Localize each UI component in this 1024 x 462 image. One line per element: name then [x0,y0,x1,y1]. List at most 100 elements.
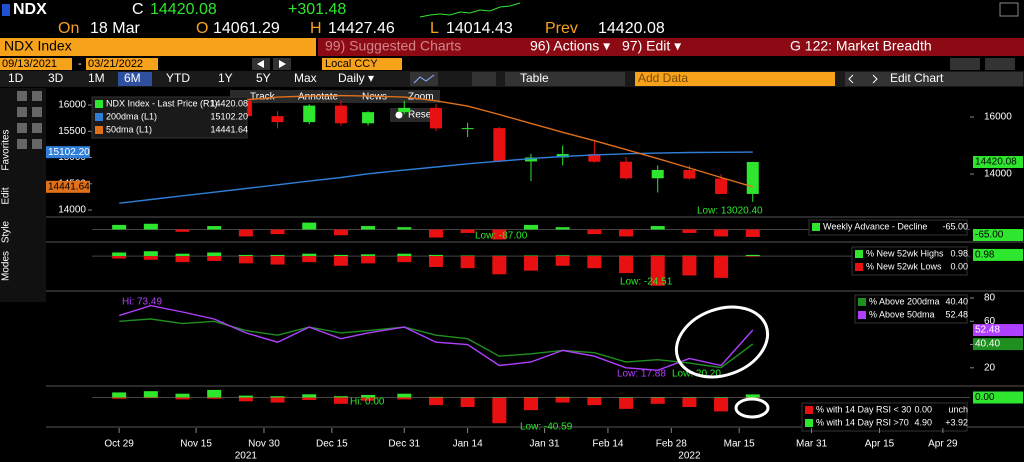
sidebar-icon[interactable] [17,139,27,149]
bar [650,397,665,404]
edit-chart-bar [845,72,1023,86]
bar [460,256,475,269]
bar [460,255,475,257]
chart-type-button[interactable] [410,72,438,86]
period-button[interactable]: Max [294,71,317,85]
bar [619,229,634,237]
frequency[interactable]: Daily ▾ [338,71,374,85]
chart-tool[interactable]: Annotate [298,92,338,103]
window-icon[interactable] [999,2,1019,17]
bar [587,397,602,406]
candle-body [398,107,411,113]
dropdown-button[interactable] [472,72,496,86]
add-data[interactable]: Add Data [638,71,688,85]
legend-label: Weekly Advance - Decline [823,221,927,231]
menu-edit[interactable]: 97) Edit ▾ [622,38,681,54]
sidebar-icon[interactable] [32,123,42,133]
y-tick-label: 60 [984,316,996,327]
currency-box[interactable] [322,58,402,70]
chart-tool[interactable]: News [362,92,387,103]
bar [682,256,697,276]
bar [524,397,538,411]
reset[interactable]: Reset [408,110,434,121]
chart-tool[interactable]: Zoom [408,92,434,103]
period-button[interactable]: 1M [88,71,105,85]
sidebar-tabs: Favorites Edit Style Modes [1,91,42,281]
bar [460,229,475,233]
legend-change: +3.92 [945,417,968,427]
value-badge [973,156,1023,169]
period-button[interactable]: 1Y [218,71,233,85]
low-label: L [430,20,439,37]
next-arrow [279,60,286,68]
menu-actions[interactable]: 96) Actions ▾ [530,38,610,54]
bar [555,397,570,403]
bar [714,397,729,398]
legend-label: 200dma (L1) [106,111,157,121]
open-price: 14061.29 [213,20,280,37]
bar [302,397,317,401]
sidebar-icon[interactable] [17,107,27,117]
sidebar-tab[interactable]: Style [1,220,12,243]
sidebar-tab[interactable]: Modes [1,251,12,281]
period-button[interactable]: 1D [8,71,24,85]
value-badge-label: 15102.20 [48,147,90,158]
legend-label: NDX Index - Last Price (R1) [106,98,218,108]
sidebar-icon[interactable] [17,91,27,101]
period-button[interactable]: 5Y [256,71,271,85]
expand-icon[interactable] [872,74,878,84]
close-label: C [132,1,144,18]
undo-button[interactable] [950,58,980,70]
bar [238,395,253,398]
table[interactable]: Table [520,71,549,85]
period-button[interactable]: YTD [166,71,190,85]
annotation: Low: -24.51 [620,277,673,288]
sidebar-tab[interactable]: Favorites [1,129,12,170]
y-tick-label: 80 [984,293,996,304]
period-button[interactable]: 3D [48,71,64,85]
x-year-label: 2022 [678,451,701,462]
sidebar-icon[interactable] [32,107,42,117]
edit-chart[interactable]: Edit Chart [890,71,944,85]
end-date[interactable]: 03/21/2022 [88,58,143,70]
bar [682,397,697,407]
bar [207,389,222,398]
start-date-box[interactable] [0,58,72,70]
bar [361,397,376,401]
ticker: NDX [13,1,47,18]
menu-suggested[interactable]: 99) Suggested Charts [325,38,461,54]
settings-button[interactable] [985,58,1015,70]
legend-label: % with 14 Day RSI < 30 [816,404,911,414]
chart-tool[interactable]: Track [250,92,276,103]
candle-body [362,112,375,124]
add-data-box[interactable] [635,72,835,86]
bar [619,255,634,257]
bar [745,254,760,257]
legend-swatch [805,419,813,427]
bar [428,396,443,398]
table-button[interactable] [505,72,625,86]
legend-box [91,96,248,139]
bar [143,397,158,399]
sidebar-tab[interactable]: Edit [1,187,12,204]
end-date-box[interactable] [86,58,158,70]
quote-date: 18 Mar [90,20,140,37]
currency[interactable]: Local CCY [325,58,378,70]
bar [112,397,127,399]
period-button[interactable]: 6M [124,71,141,85]
sidebar-icon[interactable] [17,123,27,133]
sidebar-icon[interactable] [32,91,42,101]
annotation: Low: -87.00 [475,231,528,242]
bar [397,397,412,400]
x-tick-label: Feb 28 [656,439,688,450]
bar [361,254,376,257]
bar [333,396,348,398]
bar [302,253,317,257]
sidebar-icon[interactable] [32,139,42,149]
start-date[interactable]: 09/13/2021 [2,58,57,70]
annotation: Hi: 0.00 [350,397,385,408]
security-name[interactable]: NDX Index [4,38,72,54]
collapse-icon[interactable] [848,74,854,84]
bar [207,256,222,261]
x-tick-label: Dec 31 [388,439,420,450]
